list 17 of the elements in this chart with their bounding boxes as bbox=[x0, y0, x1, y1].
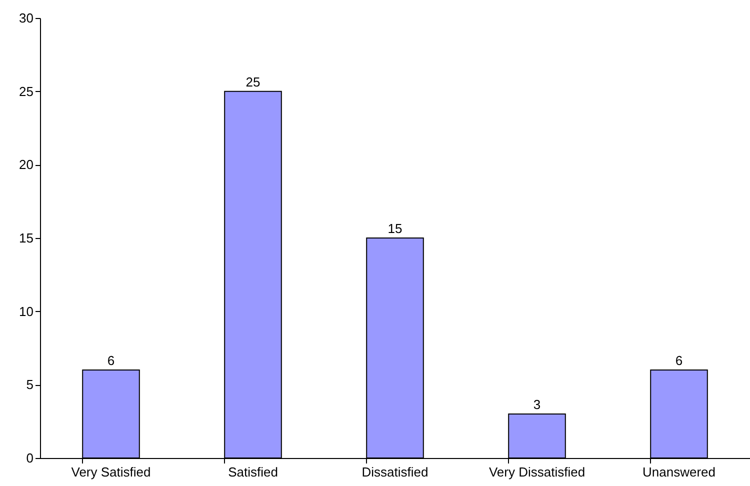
x-tick-label: Dissatisfied bbox=[362, 464, 428, 480]
x-tick-label: Satisfied bbox=[228, 464, 278, 480]
data-label: 15 bbox=[388, 221, 402, 236]
y-tick-label: 5 bbox=[26, 377, 34, 392]
y-tick-label: 20 bbox=[19, 157, 34, 172]
y-tick-label: 10 bbox=[19, 304, 34, 319]
x-tick-label: Very Dissatisfied bbox=[488, 464, 586, 480]
data-label: 25 bbox=[246, 74, 260, 90]
x-tick-label: Very Satisfied bbox=[71, 464, 151, 480]
y-tick-label: 30 bbox=[19, 10, 34, 26]
data-label: 6 bbox=[675, 353, 683, 368]
y-tick-label: 15 bbox=[19, 230, 34, 246]
y-tick-label: 0 bbox=[26, 450, 34, 466]
y-tick-label: 25 bbox=[19, 84, 34, 99]
x-tick-label: Unanswered bbox=[642, 464, 716, 480]
data-label: 6 bbox=[107, 353, 115, 368]
data-label: 3 bbox=[533, 397, 541, 412]
